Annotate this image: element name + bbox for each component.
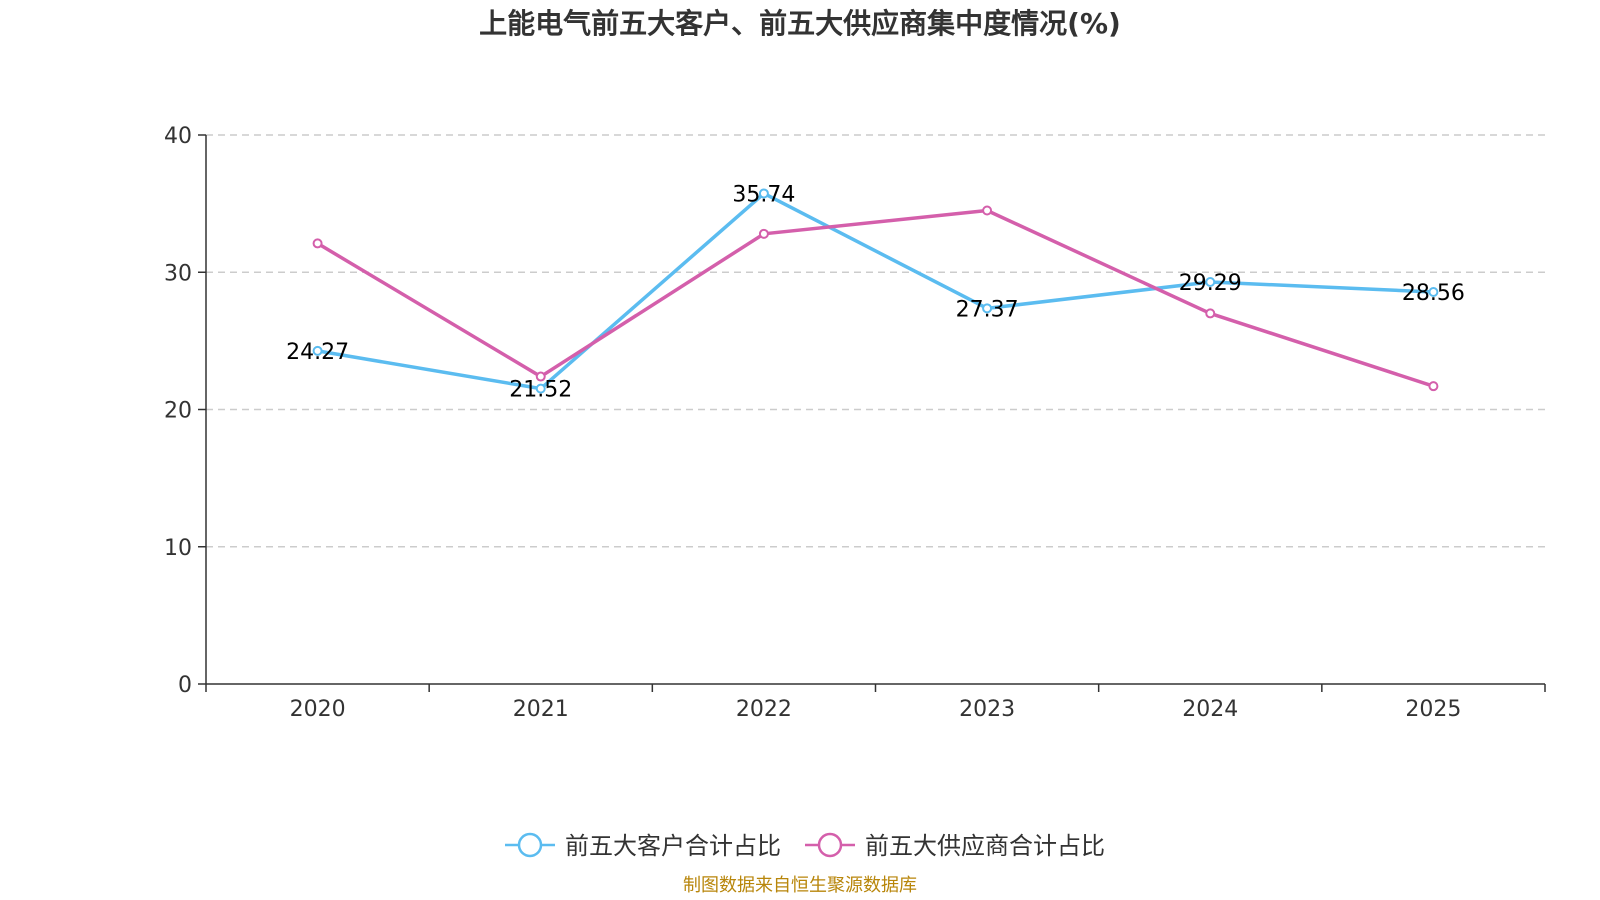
x-tick-label: 2021 [513,697,569,722]
x-tick-label: 2020 [290,697,346,722]
data-label: 27.37 [956,297,1019,322]
series-0-point [758,188,769,199]
data-label: 28.56 [1402,281,1465,306]
series-line-0 [317,191,1434,391]
source-note: 制图数据来自恒生聚源数据库 [683,875,917,896]
y-tick-label: 0 [178,673,192,698]
series-1-point [758,228,769,239]
chart-title: 上能电气前五大客户、前五大供应商集中度情况(%) [479,7,1121,40]
data-label: 21.52 [509,378,572,403]
series-0-point [1428,287,1439,298]
y-tick-label: 30 [164,261,192,286]
x-tick-label: 2022 [736,697,792,722]
series-1-point [312,238,323,249]
y-tick-label: 20 [164,399,192,424]
data-label: 24.27 [286,340,349,365]
y-tick-label: 40 [164,124,192,149]
legend-label-0: 前五大客户合计占比 [565,832,781,860]
series-1-point [535,371,546,382]
gridlines [206,134,1545,548]
series-0-point [982,303,993,314]
series-1-point [982,205,993,216]
legend-marker-0 [517,832,543,858]
series-0-point [1205,276,1216,287]
y-tick-label: 10 [164,536,192,561]
data-label: 29.29 [1179,271,1242,296]
series-0-point [312,345,323,356]
x-tick-label: 2023 [959,697,1015,722]
data-labels: 24.27 21.52 35.74 27.37 29.29 28.56 [286,182,1465,402]
legend: 前五大客户合计占比 前五大供应商合计占比 [505,832,1105,860]
legend-marker-1 [817,832,843,858]
x-tick-label: 2024 [1182,697,1238,722]
series-layer [312,188,1439,394]
series-line-1 [316,208,1434,388]
x-tick-label: 2025 [1405,697,1461,722]
series-1-point [1205,308,1216,319]
axes: 0 10 20 30 40 2020 2021 2022 2023 2024 2025 [164,124,1546,722]
series-1-point [1428,381,1439,392]
series-0-point [535,383,546,394]
legend-label-1: 前五大供应商合计占比 [865,832,1105,860]
data-label: 35.74 [732,182,795,207]
